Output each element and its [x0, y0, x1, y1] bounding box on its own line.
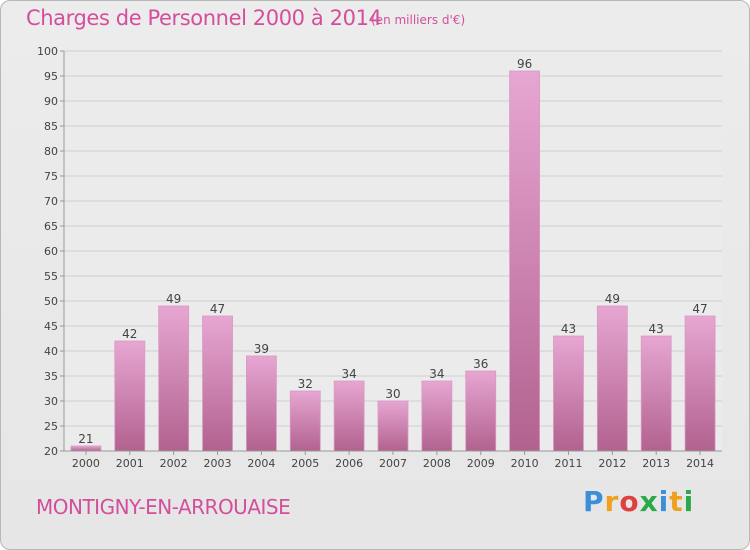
x-tick-label: 2001: [116, 457, 144, 470]
data-label: 42: [122, 327, 137, 341]
data-labels: 21 42 49 47 39 32 34 30 34 36 96 43 49 43 47: [78, 57, 707, 446]
y-tick-label: 35: [44, 370, 58, 383]
bar-2002: [158, 305, 190, 452]
data-label: 32: [298, 377, 313, 391]
logo-letter: t: [669, 485, 684, 518]
x-tick-label: 2002: [160, 457, 188, 470]
y-tick-label: 30: [44, 395, 58, 408]
y-tick-label: 60: [44, 245, 58, 258]
data-label: 34: [341, 367, 356, 381]
bar-2006: [333, 380, 365, 452]
y-tick-label: 85: [44, 120, 58, 133]
bar-2004: [245, 355, 277, 452]
x-tick-label: 2003: [204, 457, 232, 470]
x-tick-label: 2013: [642, 457, 670, 470]
bar-2005: [289, 390, 321, 452]
proxiti-logo[interactable]: Proxiti: [583, 485, 694, 518]
y-tick-label: 65: [44, 220, 58, 233]
chart-unit: (en milliers d'€): [371, 13, 466, 27]
data-label: 49: [166, 292, 181, 306]
y-tick-label: 25: [44, 420, 58, 433]
bar-2000: [70, 445, 102, 452]
bar-2013: [640, 335, 672, 452]
x-tick-label: 2010: [511, 457, 539, 470]
logo-letter: i: [683, 485, 695, 518]
data-label: 36: [473, 357, 488, 371]
data-label: 49: [605, 292, 620, 306]
logo-letter: r: [604, 485, 620, 518]
y-tick-label: 20: [44, 445, 58, 458]
bar-2010: [509, 70, 541, 452]
x-axis-ticks: 2000 2001 2002 2003 2004 2005 2006 2007 2008 2009…: [72, 451, 714, 470]
y-tick-label: 90: [44, 95, 58, 108]
data-label: 21: [78, 432, 93, 446]
data-label: 30: [385, 387, 400, 401]
x-tick-label: 2006: [335, 457, 363, 470]
x-tick-label: 2014: [686, 457, 714, 470]
x-tick-label: 2007: [379, 457, 407, 470]
x-tick-label: 2009: [467, 457, 495, 470]
bar-2009: [465, 370, 497, 452]
x-tick-label: 2011: [554, 457, 582, 470]
x-tick-label: 2004: [247, 457, 275, 470]
y-tick-label: 75: [44, 170, 58, 183]
logo-letter: i: [658, 485, 670, 518]
chart-title: Charges de Personnel 2000 à 2014: [26, 6, 382, 30]
logo-letter: x: [639, 485, 659, 518]
data-label: 43: [649, 322, 664, 336]
bar-2003: [202, 315, 233, 452]
x-tick-label: 2005: [291, 457, 319, 470]
x-tick-label: 2012: [598, 457, 626, 470]
x-tick-label: 2008: [423, 457, 451, 470]
y-axis-ticks: 20 25 30 35 40 45 50 55 60 65 70 75 80 85 90 95 100: [37, 45, 64, 458]
x-tick-label: 2000: [72, 457, 100, 470]
data-label: 43: [561, 322, 576, 336]
logo-letter: P: [583, 485, 605, 518]
y-tick-label: 95: [44, 70, 58, 83]
bar-2001: [114, 340, 146, 452]
bar-2008: [421, 380, 453, 452]
bar-2014: [684, 315, 716, 452]
bar-2012: [596, 305, 628, 452]
data-label: 47: [210, 302, 225, 316]
bar-2007: [377, 400, 409, 452]
y-tick-label: 50: [44, 295, 58, 308]
data-label: 34: [429, 367, 444, 381]
bar-2011: [553, 335, 584, 452]
data-label: 96: [517, 57, 532, 71]
y-tick-label: 40: [44, 345, 58, 358]
data-label: 39: [254, 342, 269, 356]
data-label: 47: [692, 302, 707, 316]
y-tick-label: 45: [44, 320, 58, 333]
y-tick-label: 80: [44, 145, 58, 158]
logo-letter: o: [619, 485, 640, 518]
bars: [70, 70, 716, 452]
commune-name: MONTIGNY-EN-ARROUAISE: [36, 495, 291, 519]
y-tick-label: 55: [44, 270, 58, 283]
y-tick-label: 100: [37, 45, 58, 58]
y-tick-label: 70: [44, 195, 58, 208]
